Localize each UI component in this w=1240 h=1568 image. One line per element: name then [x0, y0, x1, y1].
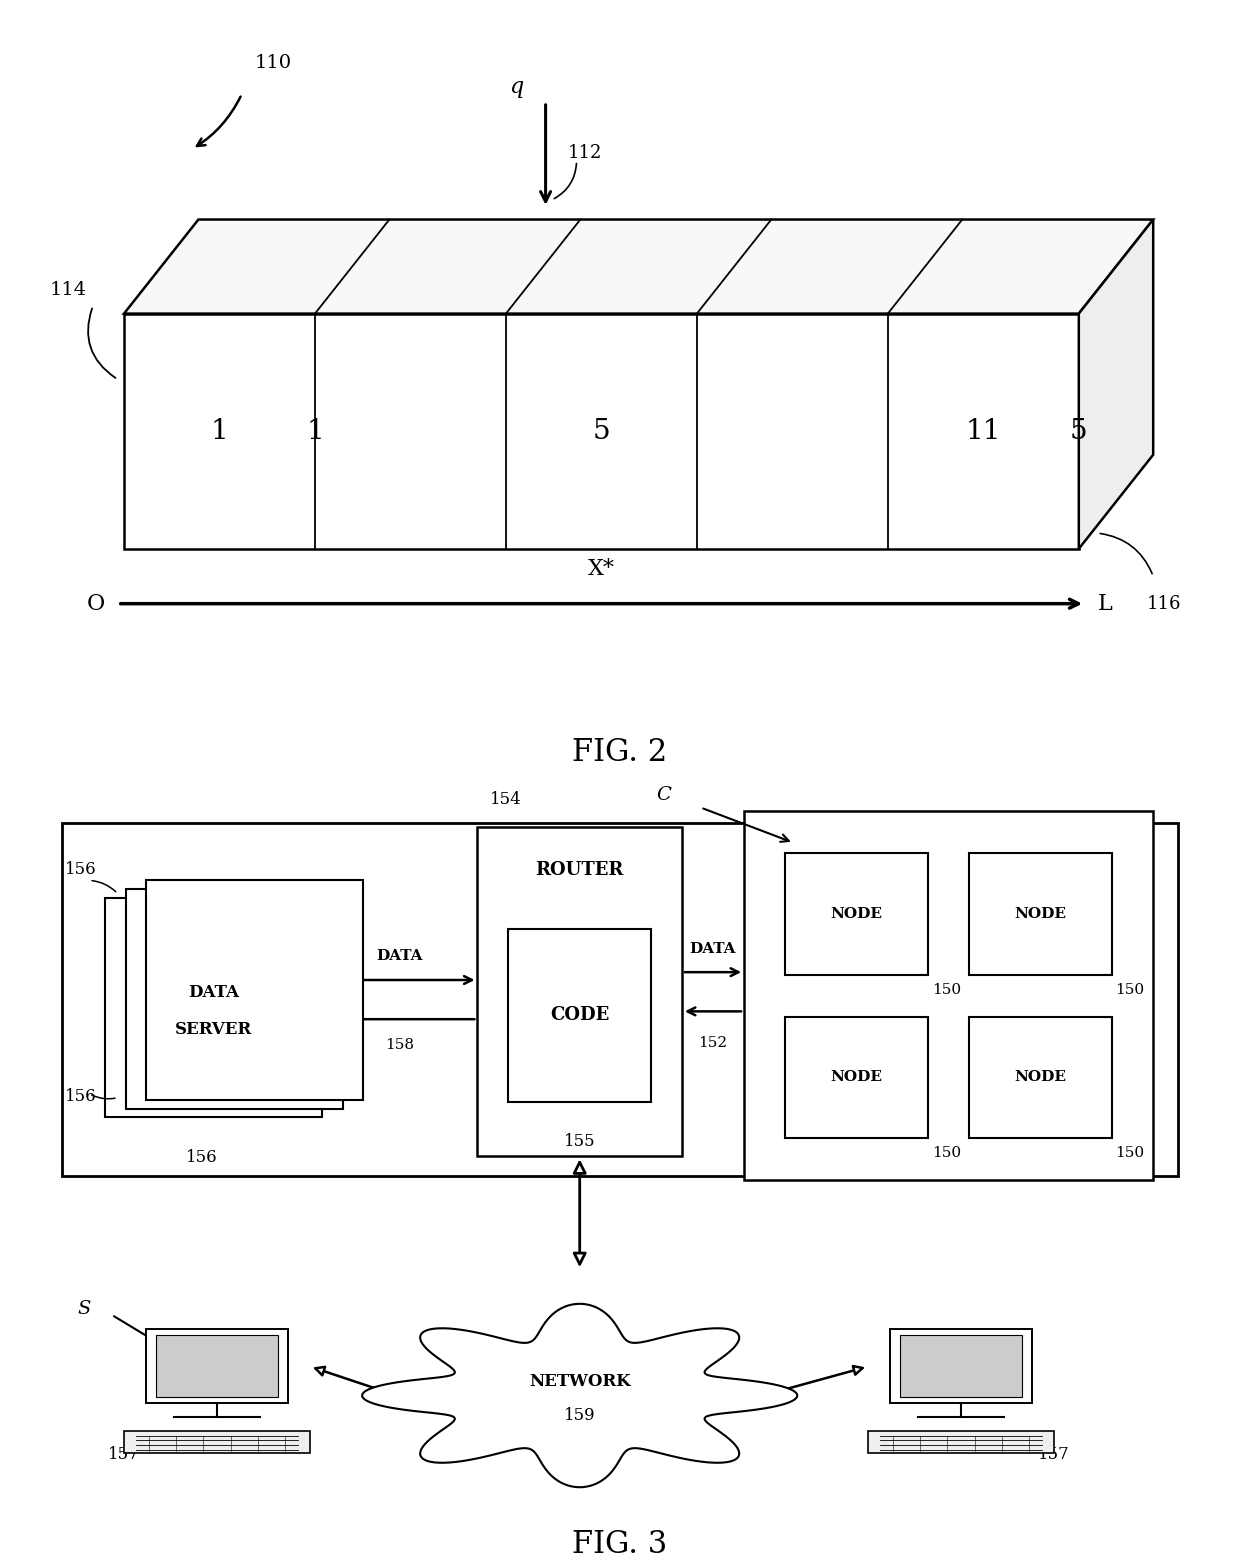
- Text: 150: 150: [1116, 983, 1145, 997]
- Text: 154: 154: [490, 790, 522, 808]
- Polygon shape: [785, 853, 928, 975]
- Text: 5: 5: [1070, 417, 1087, 445]
- Text: 156: 156: [186, 1148, 217, 1165]
- Text: 157: 157: [1038, 1446, 1070, 1463]
- Polygon shape: [156, 1334, 278, 1397]
- Text: NETWORK: NETWORK: [529, 1374, 630, 1389]
- Polygon shape: [744, 812, 1153, 1181]
- Text: NODE: NODE: [831, 906, 883, 920]
- Text: 1: 1: [306, 417, 324, 445]
- Polygon shape: [890, 1330, 1032, 1403]
- Text: q: q: [510, 75, 523, 99]
- Text: 156: 156: [64, 1088, 97, 1105]
- Text: 150: 150: [1116, 1146, 1145, 1160]
- Text: 112: 112: [568, 144, 603, 162]
- Polygon shape: [124, 314, 1079, 549]
- Text: DATA: DATA: [188, 983, 239, 1000]
- Text: SERVER: SERVER: [175, 1021, 253, 1038]
- Text: NODE: NODE: [1014, 906, 1066, 920]
- Text: CODE: CODE: [551, 1007, 609, 1024]
- Text: C: C: [656, 786, 671, 804]
- Text: 11: 11: [966, 417, 1001, 445]
- Text: DATA: DATA: [377, 950, 423, 963]
- Polygon shape: [146, 1330, 288, 1403]
- Polygon shape: [970, 853, 1112, 975]
- Text: 110: 110: [254, 53, 291, 72]
- Polygon shape: [477, 828, 682, 1157]
- Text: 150: 150: [931, 983, 961, 997]
- Polygon shape: [785, 1016, 928, 1138]
- Polygon shape: [868, 1430, 1054, 1452]
- Text: FIG. 3: FIG. 3: [573, 1529, 667, 1560]
- Text: 1: 1: [211, 417, 228, 445]
- Text: NODE: NODE: [831, 1071, 883, 1085]
- Text: 159: 159: [564, 1406, 595, 1424]
- Polygon shape: [105, 897, 322, 1118]
- Text: 5: 5: [593, 417, 610, 445]
- Polygon shape: [362, 1305, 797, 1486]
- Text: 152: 152: [698, 1036, 728, 1049]
- Text: 156: 156: [64, 861, 97, 878]
- Polygon shape: [126, 889, 342, 1109]
- Text: DATA: DATA: [689, 942, 737, 955]
- Text: L: L: [1097, 593, 1112, 615]
- Polygon shape: [900, 1334, 1022, 1397]
- Polygon shape: [1079, 220, 1153, 549]
- Polygon shape: [970, 1016, 1112, 1138]
- Text: 155: 155: [564, 1132, 595, 1149]
- Text: 150: 150: [931, 1146, 961, 1160]
- Text: ROUTER: ROUTER: [536, 861, 624, 880]
- Polygon shape: [124, 220, 1153, 314]
- Text: 114: 114: [50, 281, 87, 299]
- Text: NODE: NODE: [1014, 1071, 1066, 1085]
- Text: FIG. 2: FIG. 2: [573, 737, 667, 768]
- Polygon shape: [62, 823, 1178, 1176]
- Polygon shape: [124, 1430, 310, 1452]
- Text: S: S: [78, 1300, 91, 1319]
- Text: 116: 116: [1147, 594, 1182, 613]
- Polygon shape: [146, 881, 363, 1101]
- Text: 158: 158: [386, 1038, 414, 1052]
- Text: O: O: [87, 593, 105, 615]
- Text: 157: 157: [108, 1446, 140, 1463]
- Text: X*: X*: [588, 558, 615, 580]
- Polygon shape: [508, 928, 651, 1102]
